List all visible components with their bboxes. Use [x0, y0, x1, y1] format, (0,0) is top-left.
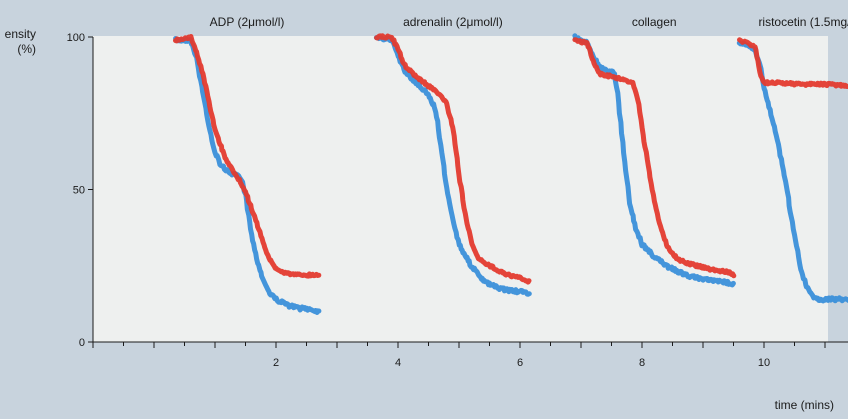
- trace-panel3-series2: [572, 37, 737, 279]
- y-axis-label-line1: ensity: [4, 27, 36, 41]
- x-tick-label: 10: [758, 357, 770, 369]
- x-tick-label: 6: [517, 357, 523, 369]
- axes-layer: 05010024681012: [67, 32, 848, 369]
- y-axis-label: ensity (%): [0, 27, 36, 57]
- x-tick-label: 4: [395, 357, 401, 369]
- trace-panel4-series1: [736, 40, 848, 304]
- y-tick-label: 100: [67, 32, 85, 44]
- x-tick-label: 8: [639, 357, 645, 369]
- y-tick-label: 0: [79, 337, 85, 349]
- panel-label-3: collagen: [632, 15, 677, 29]
- panel-label-2: adrenalin (2μmol/l): [403, 15, 503, 29]
- panel-labels-layer: ADP (2μmol/l) adrenalin (2μmol/l) collagen…: [210, 15, 848, 29]
- trace-panel3-series1: [572, 33, 736, 288]
- trace-panel1-series2: [173, 34, 322, 279]
- panel-label-4: ristocetin (1.5mg/ml): [758, 15, 848, 29]
- trace-panel4-series2: [737, 37, 848, 89]
- traces-layer: [173, 33, 848, 315]
- panel-label-1: ADP (2μmol/l): [210, 15, 285, 29]
- x-tick-label: 2: [273, 357, 279, 369]
- y-axis-label-line2: (%): [17, 42, 36, 56]
- trace-panel1-series1: [173, 36, 322, 315]
- trace-panel2-series2: [374, 33, 532, 285]
- x-axis-label: time (mins): [774, 398, 834, 412]
- y-tick-label: 50: [73, 185, 85, 197]
